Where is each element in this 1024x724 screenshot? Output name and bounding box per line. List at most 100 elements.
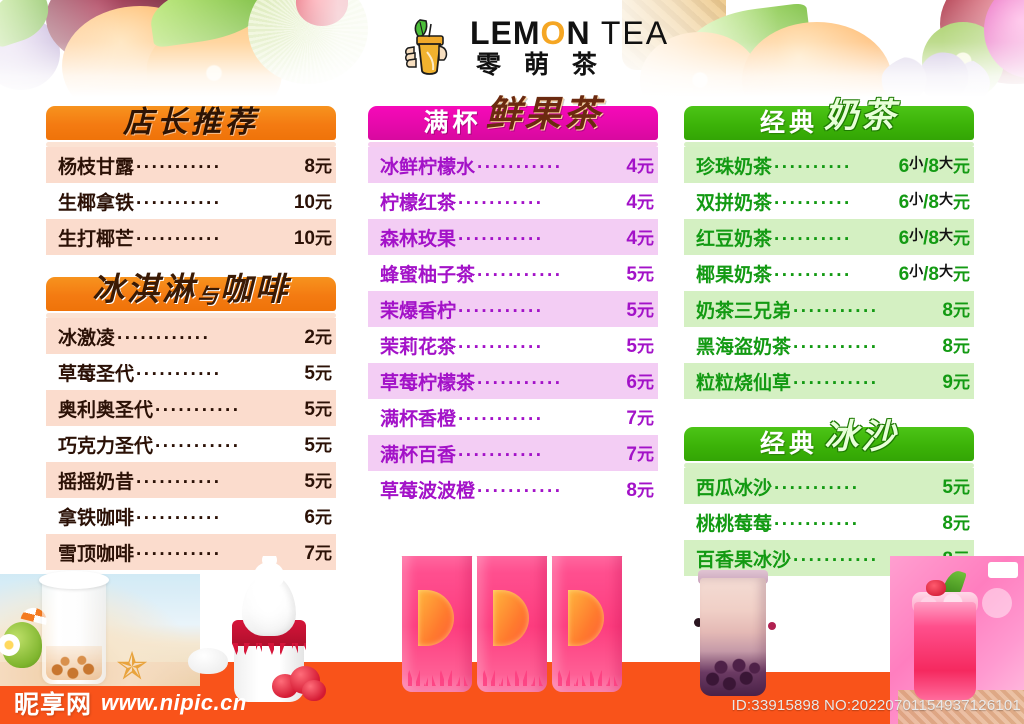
item-price: 5元 xyxy=(626,260,654,286)
header-band xyxy=(684,106,974,140)
item-dots: ........... xyxy=(136,224,222,245)
menu-item-row: 草莓圣代 ........... 5元 xyxy=(46,354,336,390)
price-size-small: 小 xyxy=(909,155,924,171)
menu-item-row: 奶茶三兄弟 ........... 8元 xyxy=(684,291,974,327)
price-unit: 元 xyxy=(315,400,332,419)
menu-column-right: 经典 奶茶 珍珠奶茶 .......... 6小/8大元 双拼奶茶 ......… xyxy=(684,99,974,576)
item-name: 草莓波波橙 xyxy=(380,480,476,502)
item-dots: ........... xyxy=(136,152,222,173)
price-unit: 元 xyxy=(953,373,970,392)
price-value: 7 xyxy=(626,408,637,429)
price-unit: 元 xyxy=(953,514,970,533)
section-header: 冰淇淋 与 咖啡 xyxy=(46,272,336,311)
menu-item-row: 双拼奶茶 .......... 6小/8大元 xyxy=(684,183,974,219)
price-unit: 元 xyxy=(315,436,332,455)
item-name: 珍珠奶茶 xyxy=(696,156,773,178)
section-ice-cream-coffee: 冰淇淋 与 咖啡 冰激凌 ............ 2元 草莓圣代 ......… xyxy=(46,272,336,570)
price-value: 6 xyxy=(304,507,315,528)
brand-logo: LEMON TEA 零 萌 茶 xyxy=(398,8,667,88)
item-name: 奥利奥圣代 xyxy=(58,399,154,421)
tapioca-pearls-icon xyxy=(46,646,102,680)
item-dots: ........... xyxy=(477,476,563,497)
header-band xyxy=(46,106,336,140)
menu-item-row: 茉爆香柠 ........... 5元 xyxy=(368,291,658,327)
price-unit: 元 xyxy=(315,229,332,248)
item-name: 桃桃莓莓 xyxy=(696,513,773,535)
section-title-brush: 鲜果茶 xyxy=(485,93,603,135)
price-value-large: 8 xyxy=(928,192,939,213)
brand-name-cn: 零 萌 茶 xyxy=(476,51,605,79)
item-name: 巧克力圣代 xyxy=(58,435,154,457)
menu-item-row: 椰果奶茶 .......... 6小/8大元 xyxy=(684,255,974,291)
menu-item-row: 森林玫果 ........... 4元 xyxy=(368,219,658,255)
header-band xyxy=(368,106,658,140)
bottom-product-photos: ✯ xyxy=(0,556,1024,724)
item-price: 6小/8大元 xyxy=(899,260,970,286)
strawberry-garnish-icon xyxy=(926,580,946,596)
section-manager-recommend: 店长推荐 杨枝甘露 ........... 8元 生椰拿铁 ..........… xyxy=(46,106,336,255)
price-unit: 元 xyxy=(315,364,332,383)
section-header: 满杯 鲜果茶 xyxy=(368,96,658,140)
price-unit: 元 xyxy=(637,337,654,356)
item-dots: ........... xyxy=(458,440,544,461)
brand-name-en: LEMON TEA xyxy=(470,16,669,50)
menu-item-row: 黑海盗奶茶 ........... 8元 xyxy=(684,327,974,363)
price-value-large: 8 xyxy=(928,156,939,177)
section-header: 经典 冰沙 xyxy=(684,420,974,461)
price-unit: 元 xyxy=(315,472,332,491)
item-dots: ........... xyxy=(136,467,222,488)
foam-top-icon xyxy=(39,571,109,589)
item-name: 草莓柠檬茶 xyxy=(380,372,476,394)
price-separator: / xyxy=(923,156,929,177)
item-price: 4元 xyxy=(626,224,654,250)
price-value: 8 xyxy=(304,156,315,177)
item-dots: ........... xyxy=(136,188,222,209)
item-dots: ........... xyxy=(477,368,563,389)
price-size-small: 小 xyxy=(909,263,924,279)
item-dots: ........... xyxy=(477,260,563,281)
menu-item-row: 奥利奥圣代 ........... 5元 xyxy=(46,390,336,426)
item-name: 满杯百香 xyxy=(380,444,457,466)
section-fresh-fruit-tea: 满杯 鲜果茶 冰鲜柠檬水 ........... 4元 柠檬红茶 .......… xyxy=(368,96,658,507)
item-dots: ........... xyxy=(793,332,879,353)
item-dots: ........... xyxy=(793,545,879,566)
smoothie-cup xyxy=(476,556,548,692)
item-price: 7元 xyxy=(304,539,332,565)
strawberry-sundae-photo xyxy=(222,556,314,702)
brand-name-tea: TEA xyxy=(590,15,670,51)
item-price: 9元 xyxy=(942,368,970,394)
item-price: 5元 xyxy=(626,332,654,358)
item-dots: ........... xyxy=(774,473,860,494)
price-value: 5 xyxy=(304,471,315,492)
item-price: 8元 xyxy=(942,332,970,358)
menu-item-row: 草莓波波橙 ........... 8元 xyxy=(368,471,658,507)
item-dots: ........... xyxy=(458,404,544,425)
menu-item-row: 粒粒烧仙草 ........... 9元 xyxy=(684,363,974,399)
item-dots: ........... xyxy=(793,368,879,389)
flower-icon xyxy=(0,634,20,656)
price-value: 5 xyxy=(304,363,315,384)
price-separator: / xyxy=(923,264,929,285)
strawberry-icon xyxy=(302,680,326,701)
price-value: 4 xyxy=(626,228,637,249)
item-price: 7元 xyxy=(626,440,654,466)
bubble-milk-tea-photo xyxy=(698,570,768,696)
price-value: 5 xyxy=(626,300,637,321)
smoothie-cup xyxy=(401,556,473,692)
price-size-small: 小 xyxy=(909,191,924,207)
price-value: 9 xyxy=(942,372,953,393)
item-name: 粒粒烧仙草 xyxy=(696,372,792,394)
price-value: 2 xyxy=(304,327,315,348)
price-unit: 元 xyxy=(315,157,332,176)
section-classic-milk-tea: 经典 奶茶 珍珠奶茶 .......... 6小/8大元 双拼奶茶 ......… xyxy=(684,99,974,399)
menu-item-row: 珍珠奶茶 .......... 6小/8大元 xyxy=(684,147,974,183)
item-name: 冰鲜柠檬水 xyxy=(380,156,476,178)
header-underline xyxy=(46,142,336,147)
site-name-cn: 昵享网 xyxy=(14,691,93,719)
item-price: 4元 xyxy=(626,188,654,214)
watermelon-drink-cup xyxy=(914,602,976,700)
menu-item-row: 冰激凌 ............ 2元 xyxy=(46,318,336,354)
price-value: 4 xyxy=(626,192,637,213)
price-value-small: 6 xyxy=(898,264,910,285)
